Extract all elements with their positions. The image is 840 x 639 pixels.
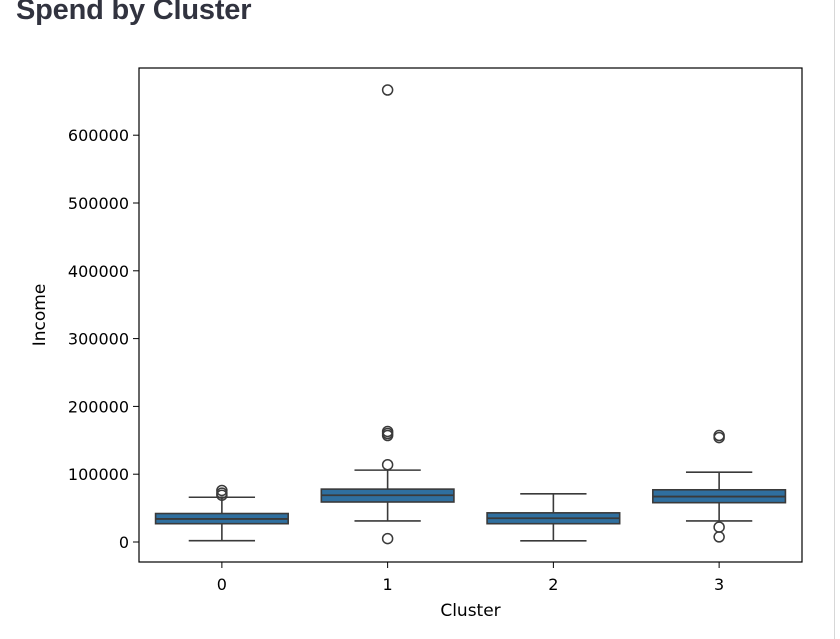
box-group-cluster-1 bbox=[320, 84, 455, 545]
x-tick-label: 0 bbox=[217, 575, 227, 594]
outlier-point bbox=[216, 484, 228, 497]
y-axis-label: Income bbox=[30, 284, 50, 347]
x-tick-label: 1 bbox=[383, 575, 393, 594]
x-tick-label: 3 bbox=[714, 575, 724, 594]
box-group-cluster-0 bbox=[154, 484, 289, 542]
scrollbar-edge bbox=[834, 0, 835, 639]
page-title: Spend by Cluster bbox=[16, 0, 252, 26]
y-axis: 0 100000 200000 300000 400000 500000 600000 bbox=[68, 126, 139, 552]
outlier-point bbox=[381, 84, 394, 96]
outlier-point bbox=[713, 531, 725, 543]
y-tick-label: 400000 bbox=[68, 262, 129, 281]
outlier-point bbox=[381, 425, 394, 438]
x-axis: 0 1 2 3 bbox=[217, 562, 724, 594]
y-tick-label: 300000 bbox=[68, 330, 129, 349]
outlier-point bbox=[713, 521, 725, 533]
x-axis-label: Cluster bbox=[440, 601, 500, 621]
y-tick-label: 500000 bbox=[68, 194, 129, 213]
y-tick-label: 0 bbox=[119, 533, 129, 552]
outlier-point bbox=[381, 532, 394, 545]
y-tick-label: 100000 bbox=[68, 465, 129, 484]
plot-frame bbox=[138, 67, 803, 563]
y-tick-label: 600000 bbox=[68, 126, 129, 145]
outlier-point bbox=[381, 458, 394, 471]
x-tick-label: 2 bbox=[548, 575, 558, 594]
y-tick-label: 200000 bbox=[68, 397, 129, 416]
box-group-cluster-2 bbox=[486, 493, 621, 542]
outlier-point bbox=[713, 429, 725, 442]
box-group-cluster-3 bbox=[652, 429, 787, 543]
box-plot-series bbox=[154, 84, 787, 545]
